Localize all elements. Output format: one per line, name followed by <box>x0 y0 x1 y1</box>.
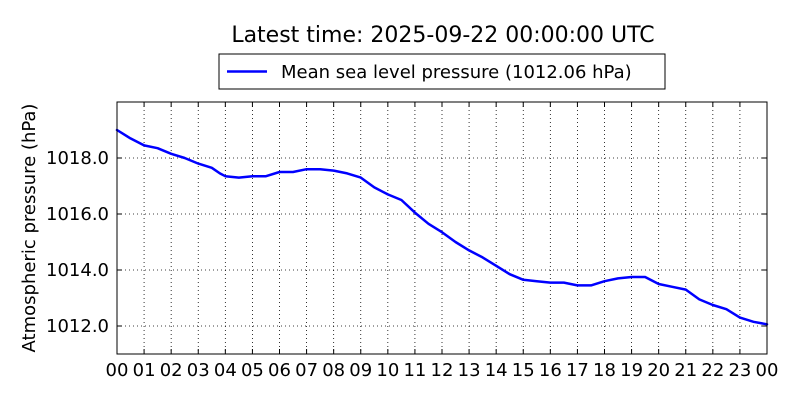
x-tick-label: 16 <box>539 360 562 381</box>
x-tick-label: 08 <box>322 360 345 381</box>
legend-box <box>218 53 666 90</box>
x-tick-label: 01 <box>133 360 156 381</box>
y-axis-label: Atmospheric pressure (hPa) <box>19 104 40 353</box>
x-tick-label: 15 <box>512 360 535 381</box>
x-tick-label: 17 <box>566 360 589 381</box>
x-tick-label: 04 <box>214 360 237 381</box>
x-tick-label: 13 <box>458 360 481 381</box>
legend: Mean sea level pressure (1012.06 hPa) <box>218 53 666 90</box>
x-tick-label: 12 <box>431 360 454 381</box>
grid <box>117 102 767 354</box>
y-tick-label: 1016.0 <box>46 204 109 225</box>
series-layer <box>115 128 769 326</box>
x-tick-label: 00 <box>106 360 129 381</box>
chart-title: Latest time: 2025-09-22 00:00:00 UTC <box>231 23 654 48</box>
x-tick-label: 02 <box>160 360 183 381</box>
y-tick-label: 1012.0 <box>46 316 109 337</box>
pressure-series-line <box>115 128 769 326</box>
y-tick-label: 1014.0 <box>46 260 109 281</box>
x-tick-label: 20 <box>647 360 670 381</box>
x-tick-label: 06 <box>268 360 291 381</box>
x-tick-label: 09 <box>349 360 372 381</box>
x-tick-label: 21 <box>674 360 697 381</box>
legend-label: Mean sea level pressure (1012.06 hPa) <box>281 62 632 83</box>
y-tick-label: 1018.0 <box>46 148 109 169</box>
x-tick-label: 03 <box>187 360 210 381</box>
x-tick-label: 22 <box>701 360 724 381</box>
plot-frame <box>116 101 768 355</box>
x-tick-label: 07 <box>295 360 318 381</box>
x-tick-label: 14 <box>485 360 508 381</box>
x-tick-label: 11 <box>403 360 426 381</box>
x-tick-label: 05 <box>241 360 264 381</box>
x-tick-label: 18 <box>593 360 616 381</box>
x-tick-label: 00 <box>756 360 779 381</box>
x-tick-label: 19 <box>620 360 643 381</box>
y-axis: 1012.0 1014.0 1016.0 1018.0 <box>46 148 767 337</box>
x-tick-label: 10 <box>376 360 399 381</box>
x-tick-label: 23 <box>728 360 751 381</box>
x-axis: 00 01 02 03 04 05 06 07 08 09 10 11 12 13 14 15 16 17 18 19… <box>106 102 779 381</box>
